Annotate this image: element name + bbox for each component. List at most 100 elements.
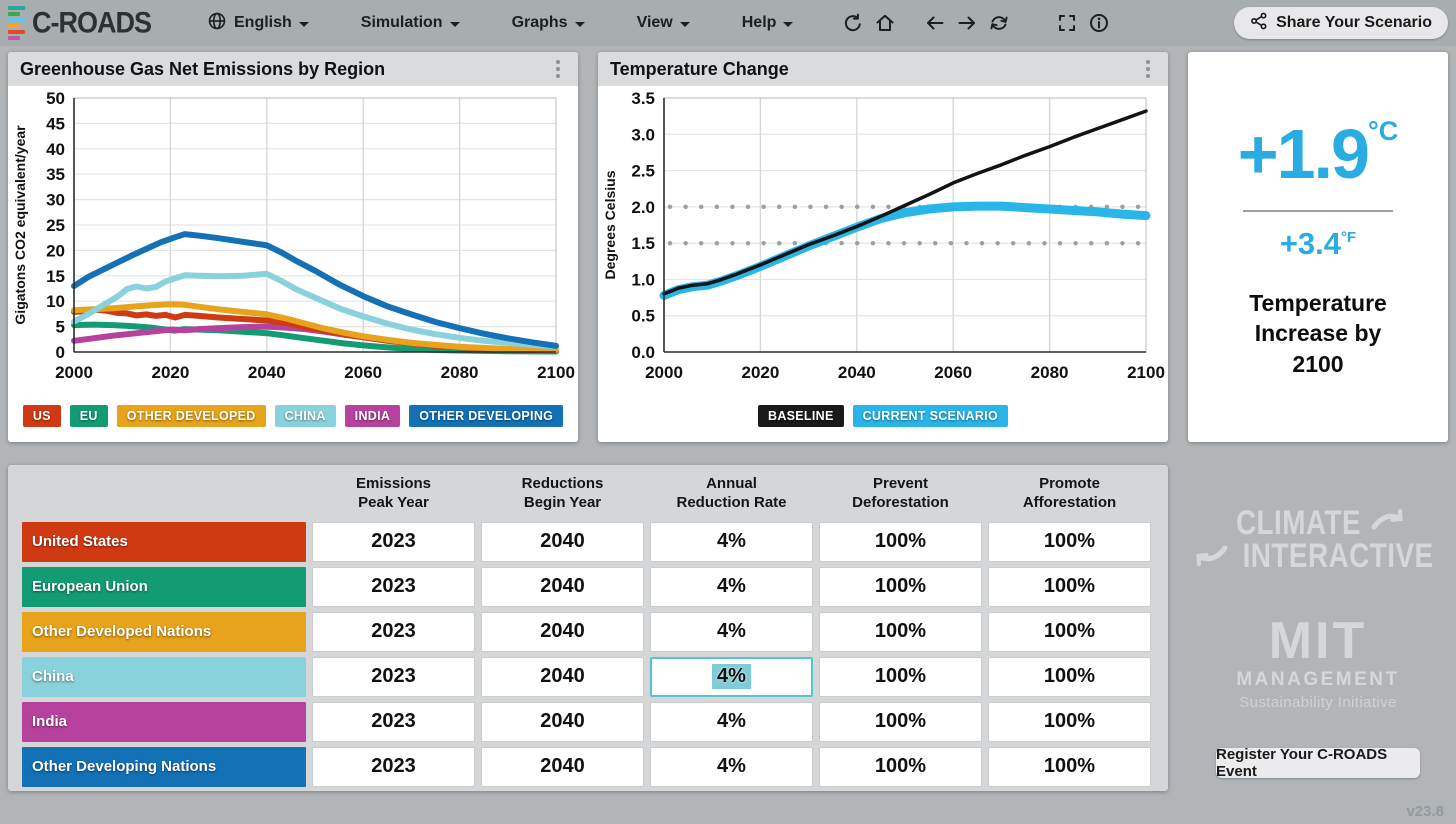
- svg-text:2060: 2060: [344, 363, 382, 382]
- svg-text:2000: 2000: [645, 363, 683, 382]
- summary-divider: [1243, 210, 1393, 212]
- kebab-menu-icon[interactable]: [1140, 56, 1156, 82]
- menu-label: Graphs: [511, 14, 568, 31]
- svg-text:50: 50: [46, 89, 65, 108]
- share-scenario-button[interactable]: Share Your Scenario: [1234, 7, 1448, 39]
- temperature-fahrenheit-value: +3.4°F: [1279, 226, 1357, 261]
- temperature-panel-title: Temperature Change: [610, 58, 789, 79]
- arrow-right-icon: [956, 12, 978, 34]
- reload-button[interactable]: [983, 7, 1015, 39]
- table-cell-input[interactable]: 100%: [988, 611, 1151, 652]
- table-cell-input[interactable]: 4%: [650, 656, 813, 697]
- svg-text:Gigatons CO2 equivalent/year: Gigatons CO2 equivalent/year: [12, 125, 28, 325]
- table-cell-input[interactable]: 100%: [819, 701, 982, 742]
- table-cell-input[interactable]: 100%: [988, 521, 1151, 562]
- table-cell-input[interactable]: 2023: [312, 566, 475, 607]
- mit-logo: MIT MANAGEMENT Sustainability Initiative: [1188, 615, 1448, 711]
- table-cell-input[interactable]: 2040: [481, 566, 644, 607]
- table-cell-input[interactable]: 100%: [819, 521, 982, 562]
- home-button[interactable]: [869, 7, 901, 39]
- svg-text:Degrees Celsius: Degrees Celsius: [602, 170, 618, 279]
- svg-text:2020: 2020: [741, 363, 779, 382]
- svg-text:10: 10: [46, 292, 65, 311]
- table-cell-input[interactable]: 100%: [819, 611, 982, 652]
- celsius-unit: °C: [1367, 116, 1399, 146]
- forward-button[interactable]: [951, 7, 983, 39]
- svg-text:1.0: 1.0: [631, 270, 655, 289]
- menu-view[interactable]: View: [625, 8, 702, 38]
- svg-text:2.0: 2.0: [631, 198, 655, 217]
- table-cell-input[interactable]: 2040: [481, 746, 644, 787]
- info-icon: [1088, 12, 1110, 34]
- menu-label: English: [234, 14, 292, 31]
- fullscreen-icon: [1056, 12, 1078, 34]
- table-cell-input[interactable]: 100%: [988, 656, 1151, 697]
- menu-simulation[interactable]: Simulation: [349, 8, 472, 38]
- legend-chip[interactable]: CURRENT SCENARIO: [852, 405, 1008, 427]
- region-label: European Union: [22, 566, 306, 607]
- table-cell-input[interactable]: 100%: [819, 656, 982, 697]
- table-column-header: Annual Reduction Rate: [676, 475, 787, 511]
- selected-cell-text: 4%: [712, 664, 751, 689]
- table-cell-input[interactable]: 2040: [481, 656, 644, 697]
- temperature-summary-panel: +1.9°C +3.4°F Temperature Increase by 21…: [1188, 52, 1448, 442]
- version-label: v23.8: [1406, 803, 1444, 820]
- svg-text:15: 15: [46, 267, 65, 286]
- table-cell-input[interactable]: 100%: [819, 746, 982, 787]
- table-cell-input[interactable]: 4%: [650, 611, 813, 652]
- temperature-panel-header: Temperature Change: [598, 52, 1168, 86]
- back-button[interactable]: [919, 7, 951, 39]
- table-cell-input[interactable]: 2023: [312, 611, 475, 652]
- menu-language[interactable]: English: [195, 5, 321, 42]
- menu-graphs[interactable]: Graphs: [500, 8, 597, 38]
- svg-text:1.5: 1.5: [631, 234, 655, 253]
- chevron-down-icon: [783, 21, 794, 27]
- curved-arrow-icon: [1192, 541, 1228, 572]
- legend-chip[interactable]: BASELINE: [758, 405, 844, 427]
- table-column-header: Reductions Begin Year: [521, 475, 604, 511]
- table-column-header: Promote Afforestation: [1022, 475, 1117, 511]
- svg-text:2000: 2000: [55, 363, 93, 382]
- scenario-table-rows: United States 2023 2040 4% 100% 100% European …: [22, 521, 1154, 787]
- table-cell-input[interactable]: 2023: [312, 746, 475, 787]
- legend-chip[interactable]: INDIA: [344, 405, 401, 427]
- table-cell-input[interactable]: 4%: [650, 746, 813, 787]
- legend-chip[interactable]: OTHER DEVELOPING: [409, 405, 564, 427]
- menu-help[interactable]: Help: [730, 8, 806, 38]
- table-cell-input[interactable]: 4%: [650, 566, 813, 607]
- top-navigation-bar: C-ROADS English Simulation Graphs View H…: [0, 0, 1456, 46]
- fullscreen-button[interactable]: [1051, 7, 1083, 39]
- table-header-row: Emissions Peak Year Reductions Begin Year An…: [22, 475, 1154, 513]
- table-row: China 2023 2040 4% 100% 100%: [22, 656, 1154, 697]
- table-cell-input[interactable]: 100%: [988, 701, 1151, 742]
- globe-icon: [207, 11, 227, 36]
- table-cell-input[interactable]: 4%: [650, 521, 813, 562]
- table-cell-input[interactable]: 100%: [988, 746, 1151, 787]
- table-cell-input[interactable]: 4%: [650, 701, 813, 742]
- temperature-celsius-value: +1.9°C: [1237, 115, 1399, 193]
- legend-chip[interactable]: EU: [69, 405, 108, 427]
- svg-text:2100: 2100: [537, 363, 575, 382]
- table-cell-input[interactable]: 2023: [312, 521, 475, 562]
- svg-text:40: 40: [46, 140, 65, 159]
- info-button[interactable]: [1083, 7, 1115, 39]
- svg-text:2040: 2040: [838, 363, 876, 382]
- table-cell-input[interactable]: 100%: [988, 566, 1151, 607]
- curved-arrow-icon: [1371, 508, 1407, 539]
- table-cell-input[interactable]: 2040: [481, 701, 644, 742]
- table-cell-input[interactable]: 100%: [819, 566, 982, 607]
- svg-text:2.5: 2.5: [631, 162, 655, 181]
- table-cell-input[interactable]: 2023: [312, 656, 475, 697]
- kebab-menu-icon[interactable]: [550, 56, 566, 82]
- legend-chip[interactable]: OTHER DEVELOPED: [116, 405, 266, 427]
- table-cell-input[interactable]: 2023: [312, 701, 475, 742]
- temperature-chart: 0.0 0.5 1.0 1.5 2.0 2.5 3.0 3.5 2000 2020 2040 2060…: [602, 89, 1165, 382]
- mit-logo-subtitle: Sustainability Initiative: [1239, 693, 1397, 711]
- svg-text:0: 0: [56, 343, 65, 362]
- table-cell-input[interactable]: 2040: [481, 611, 644, 652]
- register-event-button[interactable]: Register Your C-ROADS Event: [1216, 746, 1420, 780]
- legend-chip[interactable]: CHINA: [274, 405, 336, 427]
- legend-chip[interactable]: US: [22, 405, 61, 427]
- table-cell-input[interactable]: 2040: [481, 521, 644, 562]
- undo-button[interactable]: [837, 7, 869, 39]
